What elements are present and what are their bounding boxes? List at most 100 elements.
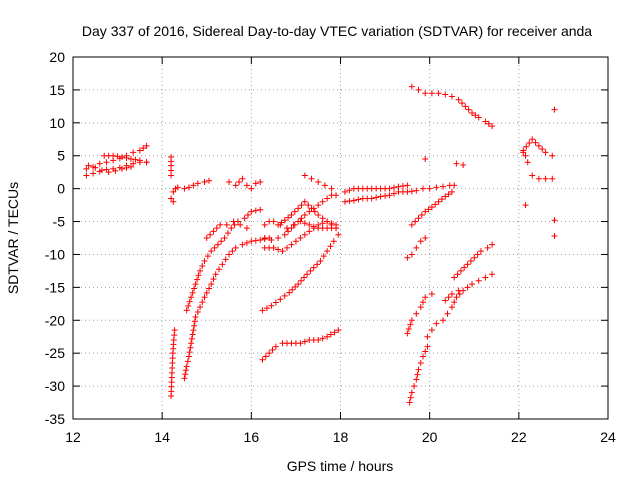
data-point bbox=[442, 91, 449, 98]
data-point bbox=[275, 235, 282, 241]
data-point bbox=[191, 285, 198, 292]
data-point bbox=[212, 271, 219, 278]
data-point bbox=[186, 298, 193, 305]
data-point bbox=[435, 198, 442, 205]
data-point bbox=[189, 289, 196, 296]
data-point bbox=[551, 106, 558, 113]
data-point bbox=[252, 180, 259, 187]
data-point bbox=[428, 90, 435, 97]
data-point bbox=[301, 172, 308, 179]
data-point bbox=[419, 299, 426, 306]
data-point bbox=[455, 287, 462, 294]
data-point bbox=[408, 317, 415, 324]
data-point bbox=[192, 313, 199, 320]
data-point bbox=[279, 248, 286, 255]
data-point bbox=[301, 338, 308, 345]
data-point bbox=[241, 215, 248, 222]
data-point bbox=[415, 215, 422, 222]
data-point bbox=[404, 254, 411, 261]
data-point bbox=[542, 175, 549, 182]
data-point bbox=[306, 208, 313, 215]
data-point bbox=[275, 221, 282, 228]
data-point bbox=[132, 156, 139, 163]
data-point bbox=[182, 371, 189, 378]
data-point bbox=[105, 169, 112, 176]
data-point bbox=[170, 198, 177, 205]
x-tick-label: 18 bbox=[333, 429, 349, 445]
data-point bbox=[188, 294, 195, 301]
data-point bbox=[373, 194, 380, 201]
data-point bbox=[295, 205, 302, 212]
data-point bbox=[183, 363, 190, 370]
data-point bbox=[278, 219, 285, 226]
data-point bbox=[190, 182, 197, 189]
data-point bbox=[415, 366, 422, 373]
data-point bbox=[270, 244, 277, 251]
data-point bbox=[377, 193, 384, 200]
axis-ticks: 12 14 16 18 20 22 24 -35 -30 -25 -20 -15 -10 -5 0 5 10 15… bbox=[45, 49, 616, 445]
data-point bbox=[549, 152, 556, 159]
data-point bbox=[301, 220, 308, 227]
data-point bbox=[205, 177, 212, 184]
y-tick-label: 20 bbox=[49, 49, 65, 65]
data-point bbox=[292, 238, 299, 245]
data-point bbox=[203, 289, 210, 296]
data-point bbox=[210, 228, 217, 235]
data-point bbox=[448, 188, 455, 195]
data-point bbox=[428, 327, 435, 334]
y-axis-label: SDTVAR / TECUs bbox=[5, 182, 21, 294]
data-point bbox=[123, 164, 130, 171]
data-point bbox=[412, 218, 419, 225]
data-point bbox=[457, 267, 464, 274]
x-tick-label: 14 bbox=[154, 429, 170, 445]
y-tick-label: 5 bbox=[57, 148, 65, 164]
data-point bbox=[465, 106, 472, 113]
grid-lines bbox=[73, 57, 608, 419]
data-point bbox=[228, 225, 235, 232]
data-point bbox=[310, 225, 317, 232]
data-point bbox=[295, 281, 302, 288]
data-point bbox=[451, 299, 458, 306]
data-point bbox=[524, 159, 531, 166]
y-tick-label: -5 bbox=[53, 214, 66, 230]
data-point bbox=[222, 256, 229, 263]
data-point bbox=[485, 120, 492, 127]
data-point bbox=[433, 184, 440, 191]
data-point bbox=[324, 248, 331, 255]
data-point bbox=[529, 136, 536, 143]
data-point bbox=[535, 142, 542, 149]
data-point bbox=[123, 155, 130, 162]
data-point bbox=[438, 196, 445, 203]
data-point bbox=[315, 337, 322, 344]
data-point bbox=[262, 353, 269, 360]
data-point bbox=[199, 299, 206, 306]
data-point bbox=[248, 238, 255, 245]
data-point bbox=[414, 371, 421, 378]
data-point bbox=[185, 303, 192, 310]
data-point bbox=[346, 187, 353, 194]
y-tick-label: -20 bbox=[45, 312, 65, 328]
data-point bbox=[440, 317, 447, 324]
data-point bbox=[197, 267, 204, 274]
data-point bbox=[112, 167, 119, 174]
data-point bbox=[205, 285, 212, 292]
data-point bbox=[477, 248, 484, 255]
data-point bbox=[188, 340, 195, 347]
data-point bbox=[405, 326, 412, 333]
data-point bbox=[201, 294, 208, 301]
x-tick-label: 22 bbox=[511, 429, 527, 445]
data-point bbox=[239, 241, 246, 248]
data-point bbox=[315, 179, 322, 186]
data-point bbox=[542, 149, 549, 156]
data-point bbox=[191, 322, 198, 329]
data-point bbox=[333, 225, 340, 232]
data-point bbox=[419, 353, 426, 360]
data-point bbox=[301, 231, 308, 238]
data-point bbox=[413, 376, 420, 383]
data-point bbox=[210, 276, 217, 283]
data-point bbox=[315, 202, 322, 209]
data-point bbox=[529, 172, 536, 179]
data-point bbox=[464, 261, 471, 268]
y-tick-label: -15 bbox=[45, 279, 65, 295]
data-point bbox=[291, 208, 298, 215]
